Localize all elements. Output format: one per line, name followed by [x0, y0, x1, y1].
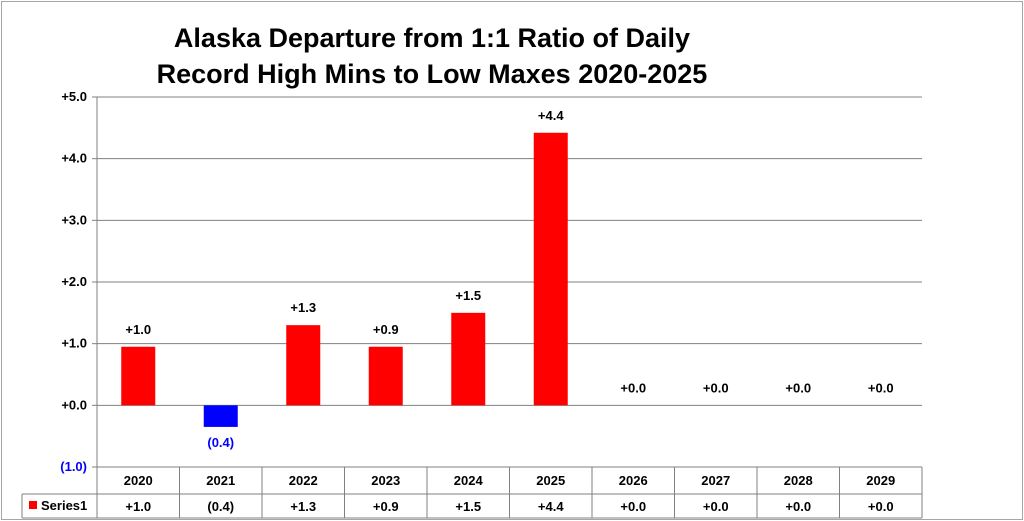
- table-value: +4.4: [538, 499, 564, 514]
- table-value: +1.5: [455, 499, 481, 514]
- table-value: +0.0: [620, 499, 646, 514]
- table-value: +1.3: [290, 499, 316, 514]
- data-label: +0.0: [703, 380, 729, 395]
- data-label: +1.3: [290, 300, 316, 315]
- category-label: 2024: [454, 473, 484, 488]
- y-tick-label: +0.0: [61, 397, 87, 412]
- data-label: +1.5: [455, 288, 481, 303]
- y-tick-label: +4.0: [61, 151, 87, 166]
- legend-series-name: Series1: [41, 498, 87, 513]
- table-value: +0.9: [373, 499, 399, 514]
- category-label: 2021: [206, 473, 235, 488]
- bar: [533, 132, 568, 406]
- bar: [451, 312, 486, 406]
- bar: [368, 346, 403, 406]
- category-label: 2022: [289, 473, 318, 488]
- table-value: +0.0: [868, 499, 894, 514]
- legend-key: [29, 501, 37, 509]
- table-value: +1.0: [125, 499, 151, 514]
- data-label: +0.0: [868, 380, 894, 395]
- category-label: 2020: [124, 473, 153, 488]
- data-label: +1.0: [125, 322, 151, 337]
- data-label: +0.0: [785, 380, 811, 395]
- bar: [121, 346, 156, 406]
- table-value: +0.0: [703, 499, 729, 514]
- y-tick-label: +5.0: [61, 89, 87, 104]
- chart-title: Alaska Departure from 1:1 Ratio of Daily…: [112, 20, 752, 92]
- category-label: 2027: [701, 473, 730, 488]
- data-label: (0.4): [207, 435, 234, 450]
- category-label: 2025: [536, 473, 565, 488]
- category-label: 2023: [371, 473, 400, 488]
- data-label: +0.0: [620, 380, 646, 395]
- y-tick-label: +1.0: [61, 336, 87, 351]
- data-label: +0.9: [373, 322, 399, 337]
- category-label: 2026: [619, 473, 648, 488]
- chart-title-line-1: Alaska Departure from 1:1 Ratio of Daily: [173, 23, 691, 53]
- category-label: 2028: [784, 473, 813, 488]
- table-value: +0.0: [785, 499, 811, 514]
- bar: [286, 325, 321, 406]
- y-tick-label: (1.0): [60, 459, 87, 474]
- category-label: 2029: [866, 473, 895, 488]
- bar: [203, 405, 238, 427]
- y-tick-label: +3.0: [61, 212, 87, 227]
- data-label: +4.4: [538, 108, 564, 123]
- chart-title-line-2: Record High Mins to Low Maxes 2020-2025: [156, 59, 708, 89]
- table-value: (0.4): [207, 499, 234, 514]
- y-tick-label: +2.0: [61, 274, 87, 289]
